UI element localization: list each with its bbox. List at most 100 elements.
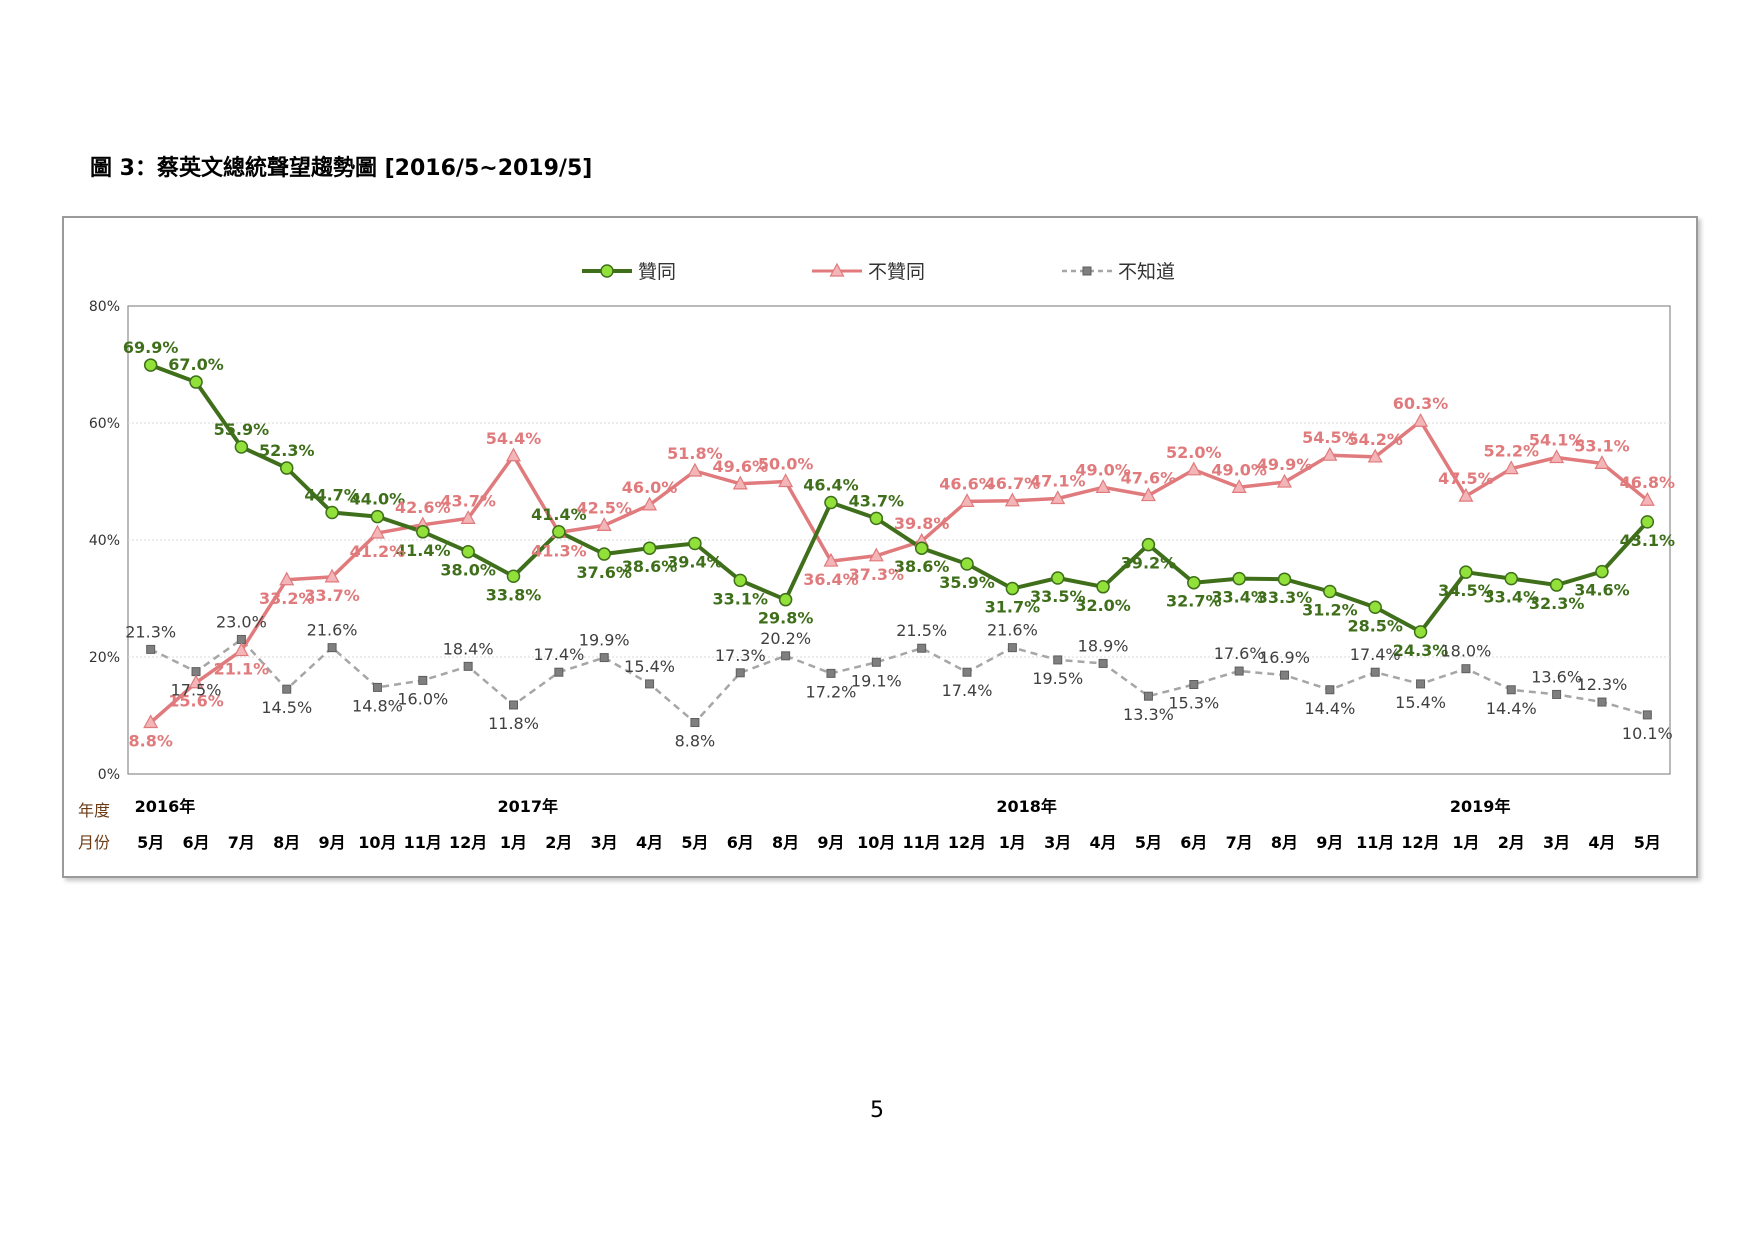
- data-point-approve: [1595, 564, 1609, 579]
- data-point-approve: [778, 592, 793, 607]
- data-label-dontknow: 18.0%: [1440, 642, 1491, 661]
- data-label-dontknow: 16.9%: [1259, 648, 1310, 667]
- data-label-approve: 41.4%: [395, 541, 451, 560]
- data-point-approve: [642, 541, 657, 555]
- data-label-approve: 38.0%: [440, 561, 496, 580]
- data-point-approve: [234, 440, 249, 454]
- data-point-dontknow: [1007, 643, 1017, 653]
- data-point-approve: [1549, 578, 1564, 592]
- data-label-disapprove: 47.5%: [1438, 469, 1494, 488]
- data-point-disapprove: [1458, 487, 1474, 502]
- x-month-label: 3月: [1543, 833, 1570, 852]
- data-label-approve: 43.1%: [1620, 531, 1676, 550]
- data-point-dontknow: [282, 684, 292, 694]
- data-point-disapprove: [233, 642, 249, 657]
- data-label-approve: 67.0%: [168, 355, 224, 374]
- data-point-dontknow: [372, 682, 382, 692]
- data-point-disapprove: [279, 571, 295, 586]
- x-year-label: 2018年: [996, 797, 1057, 816]
- data-point-disapprove: [1549, 449, 1565, 464]
- x-month-label: 8月: [1271, 833, 1298, 852]
- data-point-dontknow: [599, 653, 609, 663]
- data-point-disapprove: [1413, 412, 1429, 427]
- x-month-label: 1月: [1452, 833, 1479, 852]
- data-point-disapprove: [732, 475, 748, 490]
- data-label-dontknow: 18.9%: [1078, 636, 1129, 655]
- data-point-disapprove: [324, 568, 340, 583]
- data-label-approve: 39.2%: [1121, 554, 1177, 573]
- data-point-approve: [1005, 581, 1020, 596]
- data-point-approve: [1187, 575, 1201, 590]
- data-point-dontknow: [1370, 667, 1380, 677]
- data-point-disapprove: [1140, 487, 1156, 502]
- data-label-dontknow: 11.8%: [488, 714, 539, 733]
- x-month-label: 4月: [1090, 833, 1117, 852]
- x-month-label: 10月: [857, 833, 895, 852]
- data-label-disapprove: 50.0%: [758, 455, 814, 474]
- data-label-disapprove: 52.0%: [1166, 443, 1222, 462]
- data-label-disapprove: 54.1%: [1529, 431, 1585, 450]
- legend-marker-dontknow: [1082, 266, 1092, 276]
- x-month-label: 5月: [1634, 833, 1661, 852]
- data-point-approve: [1323, 584, 1337, 599]
- data-label-disapprove: 54.4%: [486, 429, 542, 448]
- data-point-dontknow: [1053, 655, 1063, 665]
- data-point-dontknow: [735, 668, 745, 678]
- data-point-approve: [143, 358, 158, 372]
- data-label-approve: 31.7%: [985, 598, 1041, 617]
- data-label-dontknow: 19.5%: [1032, 669, 1083, 688]
- data-label-approve: 46.4%: [803, 476, 859, 495]
- series-line-approve: [149, 363, 1649, 634]
- data-label-approve: 44.0%: [350, 490, 406, 509]
- legend-label-approve: 贊同: [638, 261, 676, 283]
- data-point-approve: [461, 544, 475, 559]
- data-label-disapprove: 60.3%: [1393, 394, 1449, 413]
- data-label-disapprove: 51.8%: [667, 444, 723, 463]
- data-point-disapprove: [868, 547, 884, 562]
- data-point-dontknow: [1143, 691, 1153, 701]
- x-year-label: 2019年: [1450, 797, 1511, 816]
- data-point-approve: [1096, 580, 1110, 594]
- data-point-dontknow: [509, 700, 518, 710]
- x-month-label: 6月: [182, 833, 209, 852]
- data-label-dontknow: 21.6%: [987, 621, 1038, 640]
- data-label-disapprove: 54.2%: [1347, 430, 1403, 449]
- data-point-dontknow: [1506, 685, 1516, 695]
- page-number: 5: [870, 1098, 884, 1123]
- data-label-dontknow: 13.3%: [1123, 705, 1174, 724]
- data-point-approve: [1050, 571, 1065, 585]
- data-point-approve: [869, 511, 884, 526]
- data-label-approve: 33.3%: [1257, 588, 1313, 607]
- data-point-disapprove: [959, 493, 975, 507]
- data-point-approve: [1459, 565, 1473, 579]
- data-label-approve: 52.3%: [259, 441, 315, 460]
- data-point-disapprove: [1186, 461, 1202, 476]
- data-point-approve: [1141, 537, 1156, 552]
- data-point-approve: [1232, 571, 1246, 586]
- legend-marker-approve: [600, 264, 614, 278]
- data-label-disapprove: 39.8%: [894, 514, 950, 533]
- data-point-dontknow: [1416, 679, 1426, 689]
- data-point-approve: [1413, 625, 1428, 639]
- data-label-dontknow: 15.3%: [1168, 693, 1219, 712]
- data-point-approve: [960, 557, 974, 571]
- data-point-dontknow: [962, 667, 972, 677]
- data-label-disapprove: 49.0%: [1211, 460, 1267, 479]
- data-label-disapprove: 49.0%: [1075, 460, 1131, 479]
- x-month-label: 3月: [1044, 833, 1071, 852]
- data-label-disapprove: 37.3%: [849, 565, 905, 584]
- data-label-approve: 33.8%: [486, 585, 542, 604]
- data-label-disapprove: 42.5%: [576, 498, 632, 517]
- data-point-approve: [733, 573, 748, 588]
- data-label-dontknow: 19.9%: [579, 631, 630, 650]
- x-month-label: 4月: [636, 833, 663, 852]
- y-tick-label: 80%: [89, 299, 120, 315]
- data-label-disapprove: 41.3%: [531, 541, 587, 560]
- data-label-disapprove: 33.2%: [259, 589, 315, 608]
- data-point-dontknow: [1189, 679, 1199, 689]
- data-label-dontknow: 20.2%: [760, 629, 811, 648]
- data-label-approve: 32.7%: [1166, 592, 1222, 611]
- x-month-label: 5月: [137, 833, 164, 852]
- data-label-approve: 32.3%: [1529, 594, 1585, 613]
- data-label-disapprove: 33.7%: [304, 586, 360, 605]
